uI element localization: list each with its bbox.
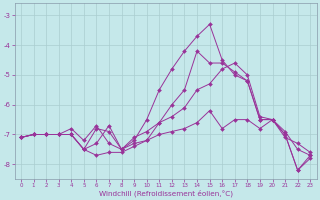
X-axis label: Windchill (Refroidissement éolien,°C): Windchill (Refroidissement éolien,°C) — [99, 189, 233, 197]
